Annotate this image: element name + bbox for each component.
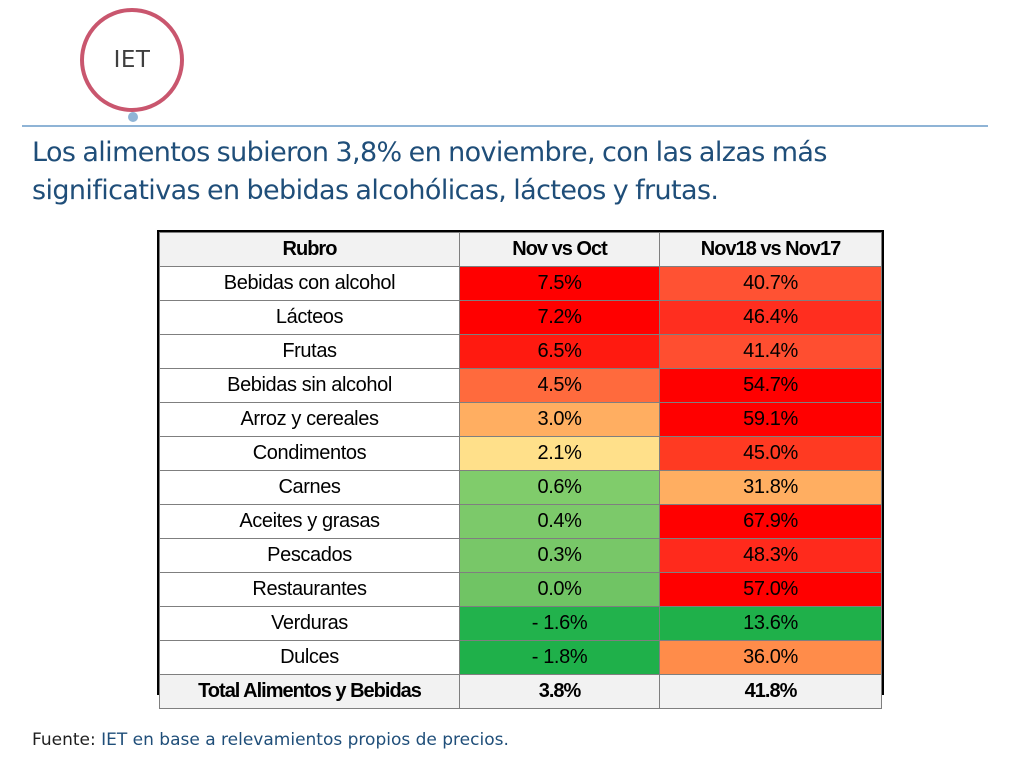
rubro-cell: Carnes (159, 470, 460, 505)
rubro-cell: Lácteos (159, 300, 460, 335)
logo-dot (128, 112, 138, 122)
nov18-vs-nov17-cell: 13.6% (659, 606, 882, 641)
nov18-vs-nov17-cell: 54.7% (659, 368, 882, 403)
nov-vs-oct-cell: 2.1% (459, 436, 660, 471)
table-row: Dulces - 1.8% 36.0% (159, 640, 882, 675)
nov18-vs-nov17-cell: 48.3% (659, 538, 882, 573)
rubro-cell: Condimentos (159, 436, 460, 471)
header-divider (22, 125, 988, 127)
rubro-cell: Frutas (159, 334, 460, 369)
rubro-cell: Aceites y grasas (159, 504, 460, 539)
table-row: Pescados 0.3% 48.3% (159, 538, 882, 573)
nov18-vs-nov17-cell: 40.7% (659, 266, 882, 301)
column-header-nov-vs-oct: Nov vs Oct (459, 232, 660, 267)
table-row: Lácteos 7.2% 46.4% (159, 300, 882, 335)
logo: IET (80, 8, 184, 112)
source-label: Fuente: (32, 730, 96, 750)
rubro-cell: Bebidas sin alcohol (159, 368, 460, 403)
table-row: Bebidas sin alcohol 4.5% 54.7% (159, 368, 882, 403)
table-header-row: Rubro Nov vs Oct Nov18 vs Nov17 (159, 232, 882, 267)
nov18-vs-nov17-cell: 45.0% (659, 436, 882, 471)
logo-text: IET (113, 47, 151, 73)
table-row: Bebidas con alcohol 7.5% 40.7% (159, 266, 882, 301)
nov18-vs-nov17-cell: 36.0% (659, 640, 882, 675)
nov-vs-oct-cell: - 1.8% (459, 640, 660, 675)
source-note: Fuente: IET en base a relevamientos prop… (32, 730, 509, 750)
table-row: Arroz y cereales 3.0% 59.1% (159, 402, 882, 437)
source-text: IET en base a relevamientos propios de p… (101, 730, 509, 750)
nov18-vs-nov17-cell: 41.4% (659, 334, 882, 369)
nov-vs-oct-cell: 6.5% (459, 334, 660, 369)
column-header-nov18-vs-nov17: Nov18 vs Nov17 (659, 232, 882, 267)
nov-vs-oct-cell: 7.2% (459, 300, 660, 335)
nov-vs-oct-cell: 0.6% (459, 470, 660, 505)
rubro-cell: Dulces (159, 640, 460, 675)
nov18-vs-nov17-cell: 59.1% (659, 402, 882, 437)
food-inflation-table: Rubro Nov vs Oct Nov18 vs Nov17 Bebidas … (157, 230, 884, 709)
rubro-cell: Pescados (159, 538, 460, 573)
nov18-vs-nov17-cell: 57.0% (659, 572, 882, 607)
rubro-cell: Arroz y cereales (159, 402, 460, 437)
nov-vs-oct-cell: - 1.6% (459, 606, 660, 641)
nov-vs-oct-cell: 4.5% (459, 368, 660, 403)
nov-vs-oct-cell: 0.3% (459, 538, 660, 573)
table-row: Condimentos 2.1% 45.0% (159, 436, 882, 471)
slide-title: Los alimentos subieron 3,8% en noviembre… (32, 137, 827, 206)
total-nov18-vs-nov17: 41.8% (659, 674, 882, 709)
nov18-vs-nov17-cell: 31.8% (659, 470, 882, 505)
table-row: Restaurantes 0.0% 57.0% (159, 572, 882, 607)
rubro-cell: Bebidas con alcohol (159, 266, 460, 301)
rubro-cell: Restaurantes (159, 572, 460, 607)
nov-vs-oct-cell: 0.0% (459, 572, 660, 607)
table-row: Carnes 0.6% 31.8% (159, 470, 882, 505)
column-header-rubro: Rubro (159, 232, 460, 267)
table-row: Frutas 6.5% 41.4% (159, 334, 882, 369)
table-row: Aceites y grasas 0.4% 67.9% (159, 504, 882, 539)
nov18-vs-nov17-cell: 67.9% (659, 504, 882, 539)
total-row: Total Alimentos y Bebidas 3.8% 41.8% (159, 674, 882, 709)
nov-vs-oct-cell: 7.5% (459, 266, 660, 301)
nov-vs-oct-cell: 0.4% (459, 504, 660, 539)
rubro-cell: Verduras (159, 606, 460, 641)
total-label: Total Alimentos y Bebidas (159, 674, 460, 709)
total-nov-vs-oct: 3.8% (459, 674, 660, 709)
nov-vs-oct-cell: 3.0% (459, 402, 660, 437)
nov18-vs-nov17-cell: 46.4% (659, 300, 882, 335)
table-row: Verduras - 1.6% 13.6% (159, 606, 882, 641)
